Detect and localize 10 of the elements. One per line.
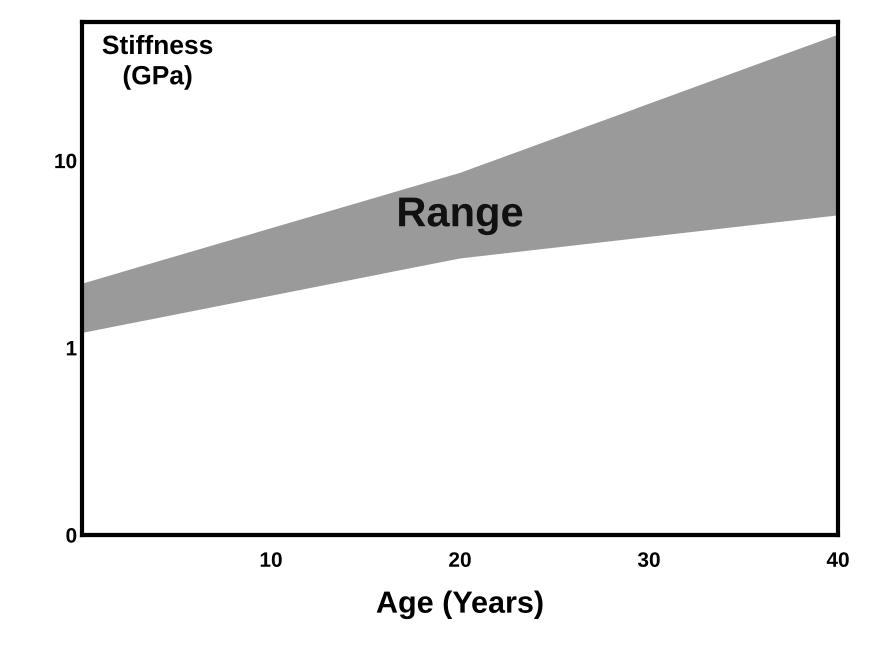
x-axis-title: Age (Years)	[376, 590, 543, 620]
y-tick-label: 0	[66, 528, 76, 543]
x-tick-label: 20	[449, 552, 471, 567]
x-tick-label: 30	[638, 552, 660, 567]
y-axis-title: Stiffness (GPa)	[102, 34, 212, 90]
x-tick-label: 10	[260, 552, 282, 567]
x-tick-label: 40	[826, 552, 849, 567]
y-tick-label: 1	[66, 341, 77, 356]
y-tick-label: 10	[55, 154, 76, 168]
annotation: Range	[399, 198, 522, 236]
